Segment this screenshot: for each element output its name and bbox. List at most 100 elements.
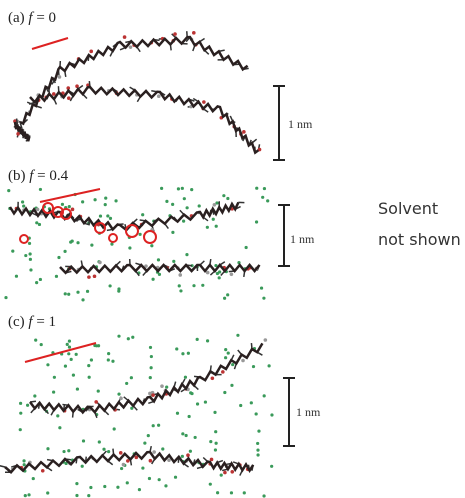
molecule-part [165, 385, 169, 389]
molecule-part [249, 401, 253, 405]
molecule-part [92, 274, 97, 279]
molecule-part [223, 470, 227, 475]
molecule-part [182, 197, 186, 201]
molecule-part [229, 272, 234, 277]
panel-label: (a) f = 0 [8, 10, 56, 26]
molecule-part [221, 370, 225, 374]
molecules [0, 31, 274, 498]
molecule-part [106, 214, 110, 218]
molecule-part [226, 351, 230, 355]
molecule-part [224, 356, 228, 360]
molecule-part [254, 220, 259, 224]
molecule-part [27, 493, 31, 497]
molecule-part [46, 491, 50, 495]
molecule-part [172, 259, 176, 263]
molecule-part [58, 426, 62, 430]
panel-value: = 0.4 [37, 168, 68, 184]
molecule-part [121, 462, 126, 467]
molecule-part [202, 100, 206, 104]
direction-line [31, 37, 69, 50]
molecule-part [160, 186, 164, 190]
molecule-part [182, 219, 186, 223]
molecule-part [201, 283, 205, 287]
molecule-part [129, 376, 133, 380]
molecule-part [67, 352, 71, 356]
molecule-part [80, 464, 84, 468]
molecule-part [75, 387, 80, 391]
molecule-part [4, 295, 8, 300]
molecule-part [111, 359, 115, 363]
panel-value: = 1 [36, 314, 56, 330]
molecule-part [60, 202, 65, 206]
molecule-part [152, 450, 156, 454]
molecule-part [40, 468, 45, 473]
molecule-part [23, 494, 27, 498]
molecule-part [214, 441, 218, 445]
molecule-part [64, 461, 68, 466]
panel-variable: f [29, 168, 35, 184]
molecule-part [161, 447, 165, 451]
molecule-part [69, 240, 73, 244]
molecule-part [119, 396, 123, 401]
panel-label: (c) f = 1 [8, 314, 56, 330]
molecule-part [213, 448, 218, 452]
molecule-part [108, 216, 113, 220]
molecule-part [178, 273, 183, 277]
molecule-part [261, 195, 265, 199]
molecule-part [134, 455, 139, 460]
molecule-part [188, 449, 192, 453]
molecule-part [270, 464, 274, 468]
molecule-part [81, 439, 86, 443]
molecule-part [116, 485, 120, 489]
molecule-part [197, 204, 201, 208]
molecule-part [255, 186, 259, 190]
molecule-part [67, 449, 71, 453]
molecule-part [29, 85, 260, 155]
molecule-part [97, 440, 101, 444]
molecule-part [209, 457, 214, 462]
molecule-part [35, 221, 39, 225]
molecule-part [216, 491, 220, 495]
molecule-part [171, 230, 175, 234]
molecule-part [184, 433, 188, 438]
molecule-part [192, 31, 196, 35]
molecule-part [211, 217, 215, 221]
molecule-part [270, 413, 274, 417]
scale-bar [283, 377, 295, 447]
scale-label: 1 nm [296, 405, 321, 419]
molecule-part [164, 484, 168, 488]
molecule-part [151, 424, 155, 428]
molecule-part [34, 338, 38, 342]
molecule-part [266, 199, 270, 203]
scale-bar [273, 85, 285, 161]
molecule-part [87, 494, 91, 498]
molecule-part [19, 35, 249, 126]
panel-value: = 0 [36, 10, 56, 26]
molecule-part [215, 271, 220, 276]
molecule-part [71, 373, 76, 377]
molecule-part [126, 337, 130, 341]
molecule-part [137, 487, 142, 492]
molecule-part [46, 447, 50, 451]
molecule-part [19, 411, 23, 415]
molecule-part [205, 339, 210, 343]
molecule-part [117, 289, 121, 293]
molecule-part [181, 352, 185, 356]
molecule-part [126, 459, 130, 463]
molecule-part [195, 402, 200, 406]
molecule-part [223, 390, 227, 395]
molecule-part [141, 466, 145, 470]
molecule-part [37, 222, 42, 227]
molecule-part [28, 252, 32, 256]
molecule-part [167, 458, 171, 462]
molecule-part [193, 435, 197, 440]
molecule-part [119, 466, 124, 471]
molecule-part [70, 207, 75, 212]
molecule-part [219, 473, 223, 477]
molecule-part [110, 242, 114, 246]
molecule-part [51, 92, 56, 96]
molecule-part [74, 352, 78, 356]
molecule-part [257, 429, 261, 433]
molecule-part [224, 348, 228, 352]
molecule-part [75, 493, 79, 498]
